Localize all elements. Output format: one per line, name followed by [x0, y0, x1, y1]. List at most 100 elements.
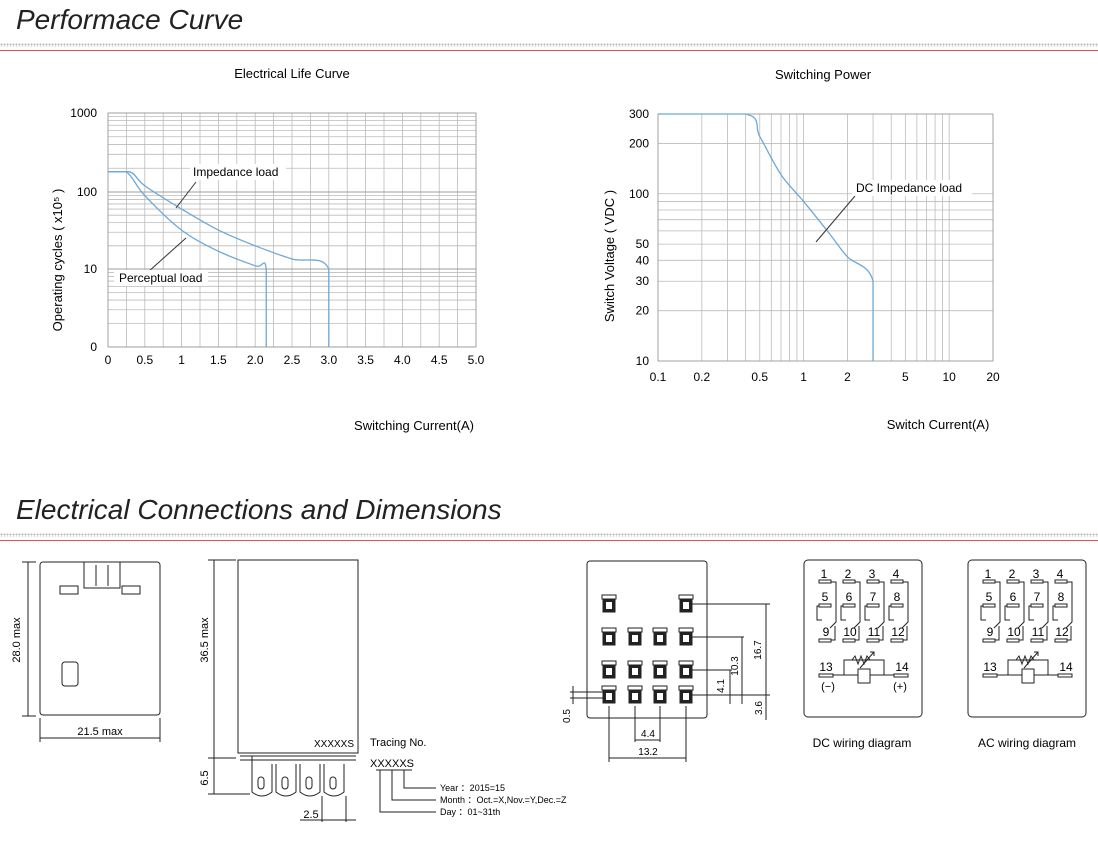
ac-wiring-caption: AC wiring diagram — [978, 736, 1076, 750]
pin-terminal — [627, 627, 643, 646]
section-divider — [0, 533, 1098, 537]
terminal-label: 5 — [822, 590, 829, 604]
terminal-label: 2 — [845, 567, 852, 581]
dim-05: 0.5 — [562, 709, 573, 723]
relay-front-view — [22, 561, 161, 742]
terminal-label: 12 — [1055, 625, 1069, 639]
section-divider-line — [0, 50, 1098, 51]
connections-section-title: Electrical Connections and Dimensions — [16, 494, 502, 525]
coil-terminal-label: 13 — [819, 660, 833, 674]
x-axis-label: Switch Current(A) — [887, 417, 990, 432]
relay-bottom-view — [570, 560, 770, 762]
terminal-label: 9 — [987, 625, 994, 639]
coil-terminal-label: 14 — [895, 660, 909, 674]
chart-title: Electrical Life Curve — [234, 66, 350, 81]
terminal-label: 11 — [1032, 625, 1045, 639]
pin-terminal — [601, 594, 617, 613]
dc-wiring-caption: DC wiring diagram — [813, 736, 912, 750]
tracing-leaders — [376, 769, 436, 813]
x-tick-label: 2.5 — [284, 353, 301, 367]
series-lines — [658, 113, 874, 361]
x-tick-label: 2.0 — [247, 353, 264, 367]
series-line-dc-impedance — [658, 113, 874, 361]
section-divider-line — [0, 540, 1098, 541]
terminal-label: 3 — [869, 567, 876, 581]
terminal-label: 8 — [894, 590, 901, 604]
pin-terminal — [601, 685, 617, 704]
terminal-label: 6 — [846, 590, 853, 604]
x-tick-label: 3.5 — [357, 353, 374, 367]
dim-103: 10.3 — [730, 656, 741, 676]
y-tick-label: 10 — [636, 354, 650, 368]
dim-41: 4.1 — [716, 679, 727, 693]
dim-44: 4.4 — [641, 729, 655, 740]
terminal-label: 4 — [893, 567, 900, 581]
x-tick-label: 4.0 — [394, 353, 411, 367]
pin-terminal — [652, 627, 668, 646]
x-tick-label: 0.5 — [751, 370, 768, 384]
terminal-label: 6 — [1010, 590, 1017, 604]
series-lines — [108, 171, 330, 347]
x-tick-label: 0.1 — [650, 370, 667, 384]
terminal-label: 5 — [986, 590, 993, 604]
dim-36: 3.6 — [754, 701, 765, 715]
annotation-perceptual: Perceptual load — [114, 237, 208, 286]
pin-terminal — [652, 660, 668, 679]
y-axis-label: Operating cycles ( x10⁵ ) — [50, 189, 65, 332]
pin-terminal — [678, 660, 694, 679]
pin-terminal — [678, 594, 694, 613]
wiring-frame — [803, 559, 923, 718]
grid — [657, 113, 994, 362]
x-tick-label: 4.5 — [431, 353, 448, 367]
switching-power-chart: Switching Power Switch Current(A) Switch… — [602, 67, 1000, 432]
tick-labels: 0 0.5 1 1.5 2.0 2.5 3.0 3.5 4.0 4.5 5.0 0 10 100 1000 — [70, 106, 484, 367]
plot-frame — [107, 112, 477, 348]
y-tick-label: 30 — [636, 274, 650, 288]
coil-terminal-label: 13 — [983, 660, 997, 674]
y-tick-label: 40 — [636, 253, 650, 267]
tracing-day: Day ：01~31th — [440, 807, 500, 817]
annotation-perceptual-label: Perceptual load — [119, 271, 202, 285]
y-tick-label: 50 — [636, 237, 650, 251]
x-tick-label: 1 — [178, 353, 185, 367]
wiring-frame — [967, 559, 1087, 718]
annotation-impedance-label: Impedance load — [193, 165, 278, 179]
dc-wiring-diagram: 1 5 9 2 6 10 3 7 11 4 8 12 13 14 (−) (+) — [803, 559, 923, 718]
terminal-label: 7 — [870, 590, 877, 604]
pin-terminal — [601, 660, 617, 679]
x-tick-label: 1 — [800, 370, 807, 384]
pin-terminal — [627, 660, 643, 679]
x-tick-label: 0.2 — [693, 370, 710, 384]
terminal-label: 4 — [1057, 567, 1064, 581]
y-tick-label: 1000 — [70, 106, 97, 120]
x-tick-label: 1.5 — [210, 353, 227, 367]
y-tick-label: 10 — [84, 262, 98, 276]
y-tick-label: 0 — [90, 340, 97, 354]
y-tick-label: 300 — [629, 107, 649, 121]
dim-pitch-25: 2.5 — [303, 809, 318, 821]
dim-167: 16.7 — [753, 640, 764, 660]
relay-side-view — [208, 559, 359, 822]
series-line-impedance — [108, 171, 330, 347]
terminal-label: 10 — [1007, 625, 1021, 639]
tracing-label: Tracing No. — [370, 737, 426, 749]
section-divider — [0, 43, 1098, 47]
dim-width-21: 21.5 max — [77, 726, 123, 738]
performance-section-title: Performace Curve — [16, 4, 244, 35]
terminal-label: 7 — [1034, 590, 1041, 604]
y-tick-label: 200 — [629, 136, 649, 150]
y-axis-label: Switch Voltage ( VDC ) — [602, 190, 617, 322]
terminal-label: 12 — [891, 625, 905, 639]
dim-pin-65: 6.5 — [199, 770, 211, 785]
terminal-label: 2 — [1009, 567, 1016, 581]
pin-terminal — [652, 685, 668, 704]
plot-frame — [657, 113, 994, 362]
x-tick-label: 0.5 — [136, 353, 153, 367]
x-tick-label: 5 — [902, 370, 909, 384]
chart-title: Switching Power — [775, 67, 872, 82]
x-tick-label: 10 — [942, 370, 956, 384]
polarity-plus: (+) — [893, 681, 907, 693]
terminal-label: 3 — [1033, 567, 1040, 581]
y-tick-label: 100 — [629, 187, 649, 201]
